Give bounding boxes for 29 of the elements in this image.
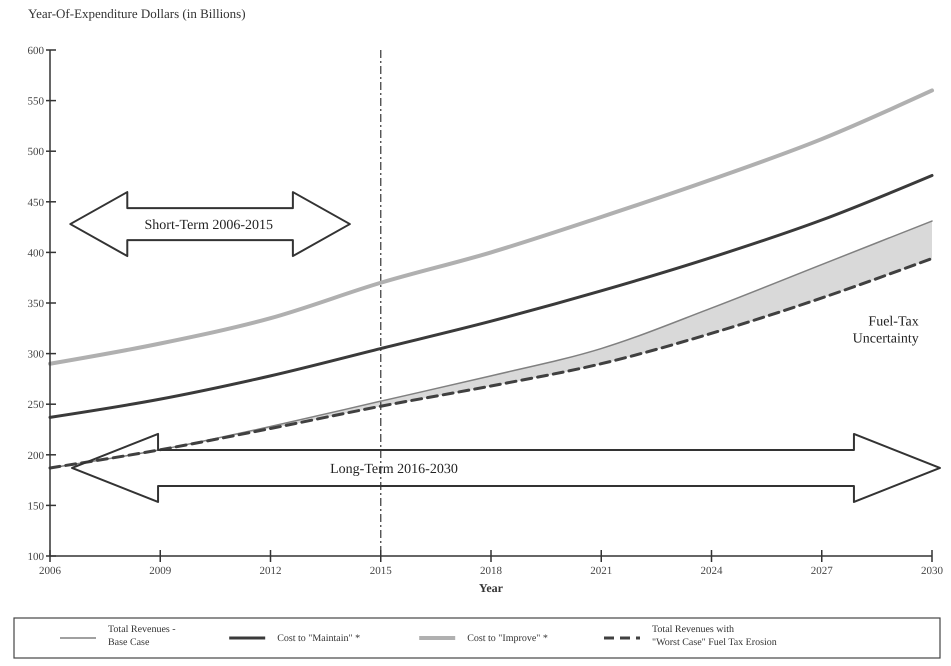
y-tick-label: 450: [28, 196, 44, 209]
y-tick-label: 100: [28, 551, 44, 563]
legend-label: Total Revenues with "Worst Case" Fuel Tax Erosion: [652, 624, 777, 648]
legend-label: Total Revenues - Base Case: [108, 624, 176, 648]
annotation: Short-Term 2006-2015: [144, 218, 274, 234]
y-tick-label: 600: [28, 45, 44, 57]
x-tick-label: 2006: [39, 565, 62, 577]
y-tick-label: 250: [28, 399, 44, 412]
y-axis-title: Year-Of-Expenditure Dollars (in Billions): [28, 6, 246, 21]
y-tick-label: 200: [28, 450, 44, 462]
x-tick-label: 2024: [700, 565, 723, 577]
y-tick-label: 350: [28, 298, 44, 310]
x-tick-label: 2027: [810, 565, 834, 577]
y-tick-label: 550: [28, 96, 44, 108]
x-tick-label: 2015: [370, 565, 392, 577]
x-tick-label: 2009: [149, 565, 172, 577]
y-tick-label: 300: [28, 348, 44, 361]
y-tick-label: 400: [28, 247, 44, 260]
legend-label: Cost to "Maintain" *: [277, 633, 360, 644]
x-axis-title: Year: [479, 581, 504, 595]
annotation: Fuel-Tax Uncertainty: [852, 314, 919, 347]
line-series: [48, 88, 934, 366]
x-tick-label: 2018: [480, 565, 502, 577]
x-tick-label: 2012: [260, 565, 282, 577]
legend-label: Cost to "Improve" *: [467, 633, 548, 644]
y-tick-label: 150: [28, 500, 44, 512]
x-tick-label: 2021: [590, 565, 612, 577]
y-tick-label: 500: [28, 146, 44, 158]
x-tick-label: 2030: [921, 565, 944, 577]
